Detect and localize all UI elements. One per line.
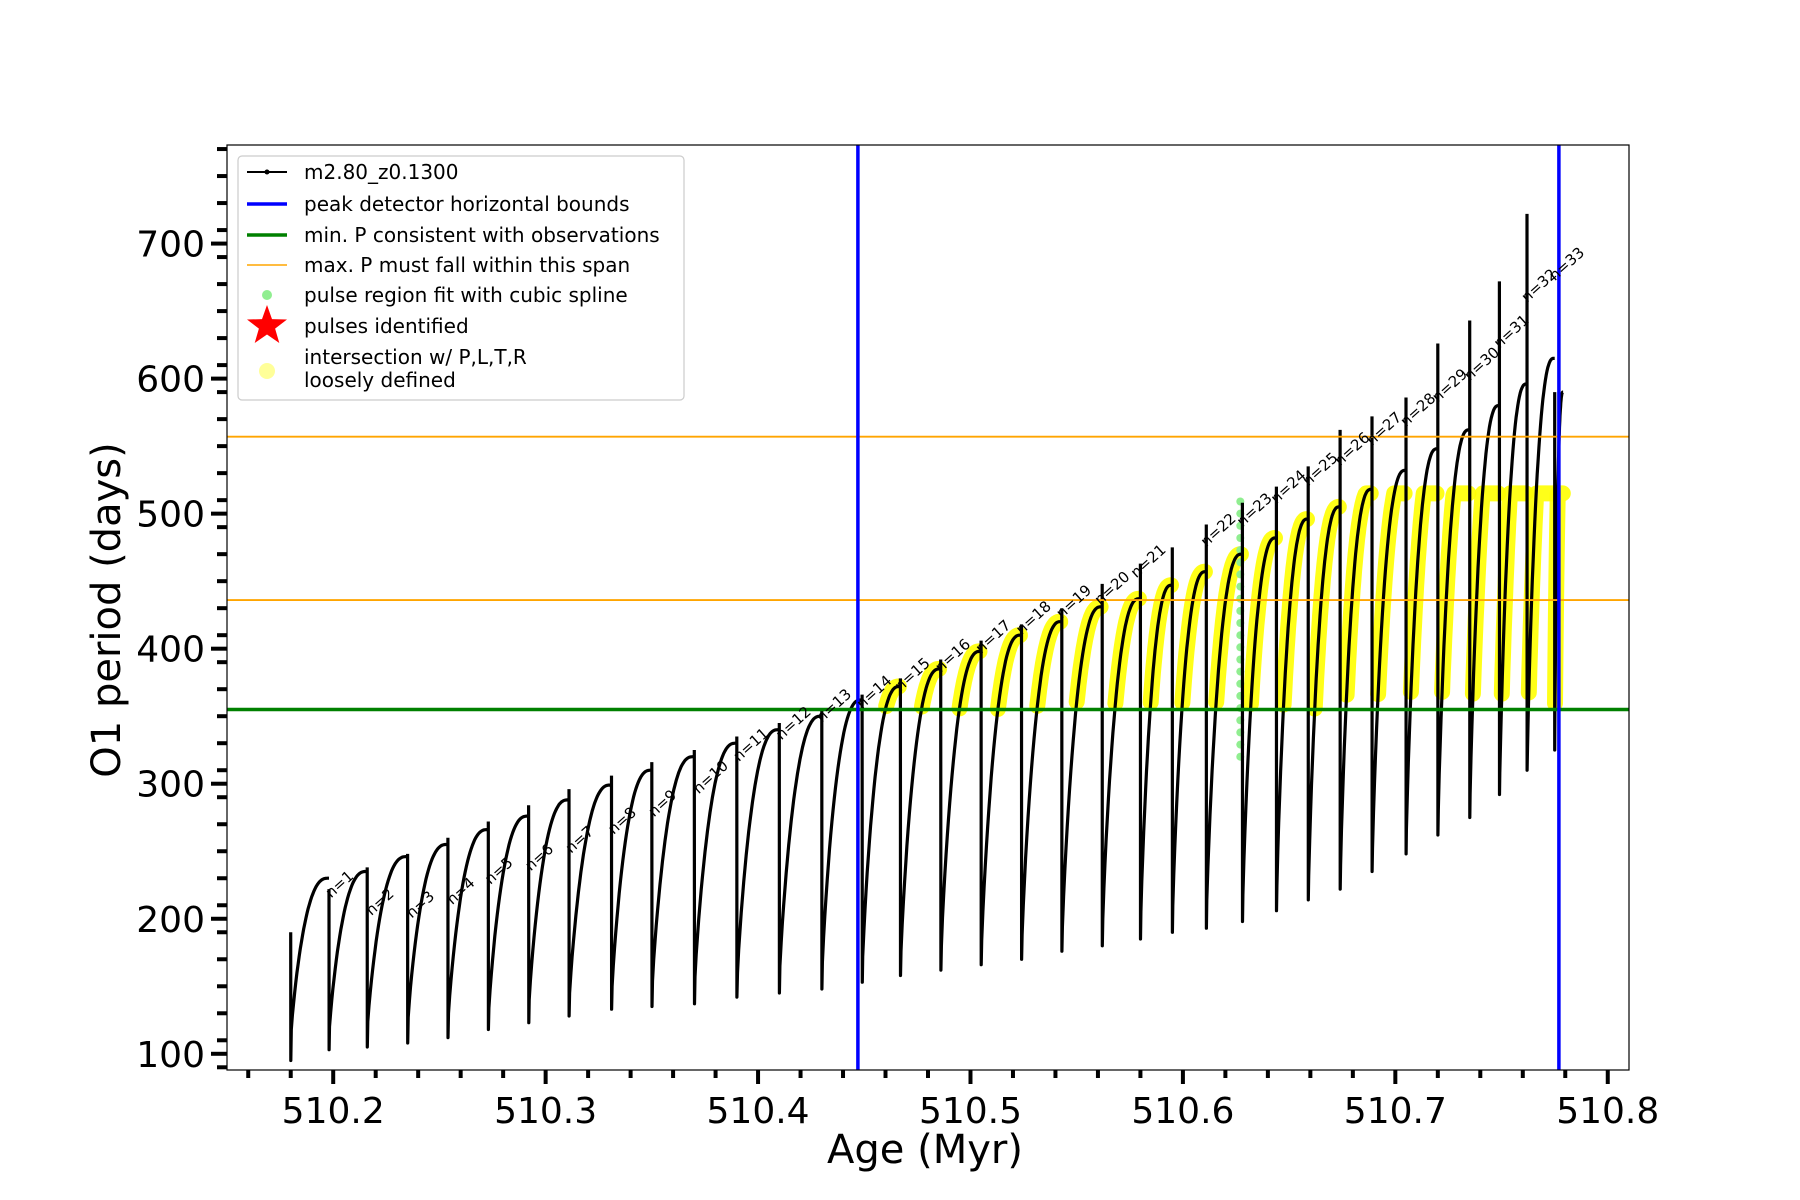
series-pulse-2 — [327, 869, 368, 1052]
x-tick-label: 510.6 — [1131, 1091, 1234, 1132]
series-pulse-1 — [289, 876, 329, 1063]
legend-swatch-star — [247, 305, 287, 343]
series-pulse-26 — [1274, 486, 1309, 913]
legend-label-line2: loosely defined — [304, 368, 456, 392]
x-tick-label: 510.2 — [282, 1091, 385, 1132]
y-axis-label: O1 period (days) — [84, 442, 130, 777]
series-pulse-25 — [1240, 502, 1277, 924]
series-pulse-3 — [365, 855, 408, 1049]
y-tick-label: 500 — [136, 495, 205, 536]
x-tick-label: 510.7 — [1344, 1091, 1447, 1132]
series-pulse-29 — [1370, 416, 1407, 874]
series-pulse-24 — [1204, 524, 1243, 930]
series-pulse-18 — [979, 633, 1022, 967]
series-pulse-16 — [898, 667, 941, 978]
y-tick-label: 300 — [136, 765, 205, 806]
series-pulse-9 — [609, 768, 652, 1011]
y-tick-label: 600 — [136, 360, 205, 401]
vertical-lines-layer — [856, 145, 1561, 1070]
series-pulse-8 — [567, 783, 612, 1018]
series-pulse-27 — [1306, 466, 1341, 902]
horizontal-lines-layer — [227, 435, 1629, 712]
legend-label: m2.80_z0.1300 — [304, 160, 459, 184]
series-pulse-32 — [1468, 320, 1500, 820]
series-pulse-20 — [1060, 605, 1103, 953]
legend-label: pulse region fit with cubic spline — [304, 283, 628, 307]
series-pulse-30 — [1404, 397, 1439, 856]
series-pulse-21 — [1100, 583, 1141, 948]
series-pulse-28 — [1338, 429, 1373, 891]
legend-label: peak detector horizontal bounds — [304, 192, 630, 216]
series-pulse-15 — [860, 684, 901, 984]
series-pulse-13 — [777, 714, 822, 995]
y-tick-label: 200 — [136, 900, 205, 941]
series-pulse-17 — [939, 649, 982, 972]
series-pulse-5 — [446, 828, 489, 1040]
legend-swatch-disc — [259, 363, 275, 379]
axes-layer: 510.2 510.3 510.4 510.5 510.6 510.7 510.8 100 20… — [136, 147, 1659, 1132]
y-tick-label: 400 — [136, 630, 205, 671]
legend-label: pulses identified — [304, 314, 469, 338]
legend-swatch-series-dot — [264, 169, 270, 175]
x-tick-label: 510.4 — [707, 1091, 810, 1132]
legend-swatch-dot — [262, 290, 272, 300]
series-pulse-7 — [527, 798, 569, 1025]
series-pulse-33 — [1497, 281, 1528, 797]
y-tick-label: 700 — [136, 225, 205, 266]
legend-label: min. P consistent with observations — [304, 223, 660, 247]
legend-label: intersection w/ P,L,T,R — [304, 345, 527, 369]
y-tick-label: 100 — [136, 1035, 205, 1076]
series-pulse-14 — [820, 698, 863, 991]
series-pulse-22 — [1138, 563, 1173, 941]
legend-label: max. P must fall within this span — [304, 253, 630, 277]
series-pulse-11 — [692, 741, 737, 1006]
series-pulse-6 — [486, 814, 529, 1032]
x-tick-label: 510.5 — [919, 1091, 1022, 1132]
legend-box — [237, 155, 685, 401]
series-pulse-12 — [735, 728, 780, 999]
series-pulse-10 — [650, 755, 695, 1009]
series-pulse-23 — [1170, 547, 1207, 934]
series-pulse-4 — [406, 842, 448, 1045]
series-layer — [289, 213, 1565, 1063]
x-tick-label: 510.3 — [494, 1091, 597, 1132]
x-tick-label: 510.8 — [1556, 1091, 1659, 1132]
series-pulse-31 — [1436, 343, 1470, 837]
x-axis-label: Age (Myr) — [827, 1127, 1023, 1173]
series-pulse-19 — [1019, 620, 1062, 961]
series-pulse-34 — [1525, 213, 1556, 772]
